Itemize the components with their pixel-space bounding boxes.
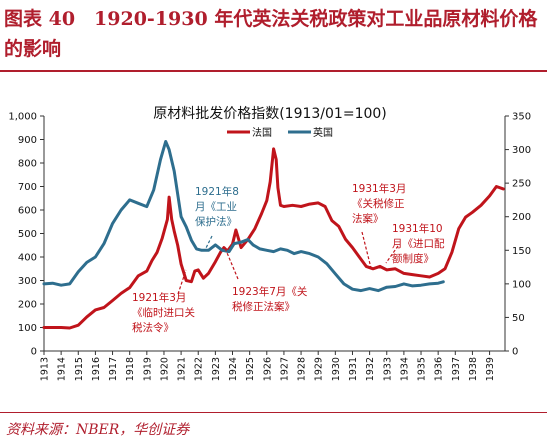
axes-group: 0 100 200 300 400 500 600 700 800 900 1,000 0 50 100 1… <box>8 112 531 382</box>
x-tick-label: 1935 <box>417 357 428 381</box>
y-right-tick-label: 100 <box>512 279 531 290</box>
source-note: 资料来源：NBER，华创证券 <box>6 422 190 438</box>
y-left-tick-label: 300 <box>18 276 37 287</box>
y-left-tick-label: 900 <box>18 135 37 146</box>
annotation-text: 1923年7月《关 <box>232 285 308 298</box>
y-left-tick-label: 100 <box>18 323 37 334</box>
figure-title: 图表 40 1920-1930 年代英法关税政策对工业品原材料价格的影响 <box>4 8 538 60</box>
annotation-text: 税法令》 <box>132 321 174 334</box>
annotation-text: 月《进口配 <box>392 238 445 250</box>
footer-divider <box>0 412 547 413</box>
y-left-tick-label: 400 <box>18 253 37 264</box>
y-right-tick-label: 250 <box>512 179 531 190</box>
x-tick-label: 1923 <box>211 357 222 381</box>
annotation-leader <box>204 235 213 251</box>
annotation-text: 《关税修正 <box>352 197 405 210</box>
annotation-text: 1921年3月 <box>132 291 186 304</box>
x-tick-label: 1927 <box>279 357 290 381</box>
legend-label-uk: 英国 <box>313 126 333 139</box>
title-divider <box>0 70 547 72</box>
x-tick-label: 1917 <box>108 357 119 381</box>
x-tick-label: 1915 <box>74 357 85 381</box>
annotation-text: 1931年3月 <box>352 182 406 195</box>
x-tick-label: 1928 <box>297 357 308 381</box>
x-tick-label: 1913 <box>40 357 51 381</box>
y-left-tick-label: 0 <box>31 347 37 358</box>
annotation-text: 1921年8 <box>195 185 239 198</box>
x-tick-label: 1937 <box>451 357 462 381</box>
y-right-tick-label: 350 <box>512 112 531 123</box>
annotation-leader <box>385 245 399 264</box>
series-line-uk <box>42 140 445 293</box>
x-tick-label: 1938 <box>468 357 479 381</box>
annotation-text: 额制度》 <box>392 252 434 265</box>
x-tick-label: 1918 <box>125 357 136 381</box>
chart-canvas: 原材料批发价格指数(1913/01=100) 法国 英国 0 100 200 300 4… <box>8 106 531 382</box>
x-tick-label: 1933 <box>382 357 393 381</box>
y-right-tick-label: 200 <box>512 212 531 223</box>
y-right-tick-label: 300 <box>512 145 531 156</box>
legend-label-france: 法国 <box>252 126 272 139</box>
annotation-text: 法案》 <box>352 212 384 225</box>
x-tick-label: 1936 <box>434 357 445 381</box>
x-tick-label: 1929 <box>314 357 325 381</box>
y-left-tick-label: 500 <box>18 229 37 240</box>
x-tick-label: 1939 <box>485 357 496 381</box>
x-tick-label: 1921 <box>177 357 188 381</box>
series-lines <box>42 140 505 330</box>
x-tick-label: 1934 <box>399 357 410 381</box>
x-tick-label: 1932 <box>365 357 376 381</box>
x-tick-label: 1930 <box>331 357 342 381</box>
x-tick-label: 1914 <box>57 357 68 381</box>
annotation-leader <box>224 247 239 280</box>
series-line-france <box>42 147 505 330</box>
y-right-tick-label: 0 <box>512 347 518 358</box>
annotation-text: 月《工业 <box>195 201 237 213</box>
x-tick-label: 1925 <box>245 357 256 381</box>
x-tick-label: 1920 <box>159 357 170 381</box>
annotation-text: 保护法》 <box>195 215 237 228</box>
x-tick-label: 1922 <box>194 357 205 381</box>
x-tick-label: 1916 <box>91 357 102 381</box>
y-left-tick-label: 600 <box>18 206 37 217</box>
annotation-text: 《临时进口关 <box>132 306 195 319</box>
annotation-leader <box>361 231 372 269</box>
y-left-tick-label: 800 <box>18 159 37 170</box>
y-left-tick-label: 700 <box>18 182 37 193</box>
x-tick-label: 1931 <box>348 357 359 381</box>
chart-title: 原材料批发价格指数(1913/01=100) <box>153 106 387 122</box>
y-left-tick-label: 1,000 <box>8 112 37 123</box>
y-right-tick-label: 150 <box>512 246 531 257</box>
x-tick-label: 1924 <box>228 357 239 381</box>
legend: 法国 英国 <box>227 126 333 139</box>
x-tick-label: 1919 <box>142 357 153 381</box>
annotation-text: 税修正法案》 <box>232 300 295 313</box>
annotation-leader <box>177 269 187 295</box>
annotation-text: 1931年10 <box>392 222 443 235</box>
y-right-tick-label: 50 <box>512 313 525 324</box>
x-tick-label: 1926 <box>262 357 273 381</box>
y-left-tick-label: 200 <box>18 300 37 311</box>
